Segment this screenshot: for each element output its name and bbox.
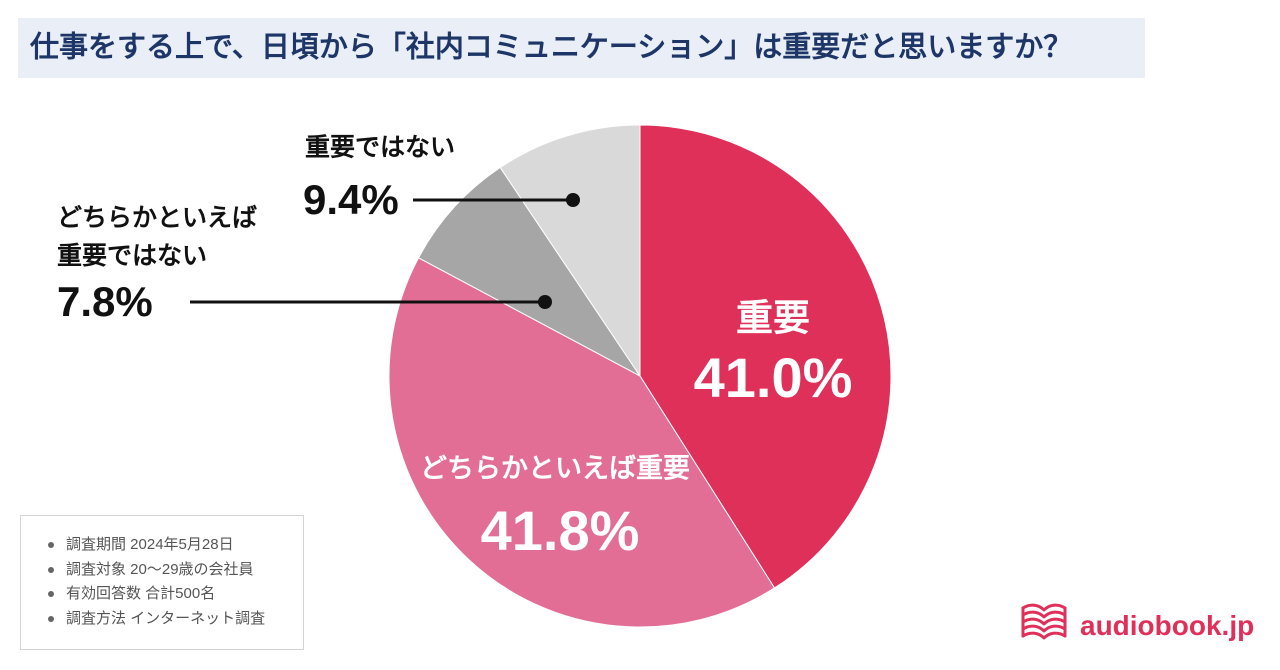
list-item: 有効回答数 合計500名 <box>46 582 265 607</box>
slice-label-important: 重要 <box>736 297 810 339</box>
slice-value-not-important: 9.4% <box>303 176 399 223</box>
pie-slice-not-important <box>499 124 641 378</box>
note-period: 調査期間 2024年5月28日 <box>66 536 234 553</box>
chart-title: 仕事をする上で、日頃から「社内コミュニケーション」は重要だと思いますか？ <box>30 31 1073 64</box>
pie-slice-important <box>639 124 892 589</box>
pie-slice-somewhat-important <box>388 257 776 628</box>
slice-value-important: 41.0% <box>693 346 853 409</box>
slice-label-not-important: 重要ではない <box>305 133 456 162</box>
book-icon <box>1021 603 1067 640</box>
list-item: 調査期間 2024年5月28日 <box>46 533 265 558</box>
leader-dot-somewhat-not-important <box>538 295 552 309</box>
leader-dot-not-important <box>566 193 580 207</box>
slice-value-somewhat-important: 41.8% <box>480 499 640 562</box>
slice-label-somewhat-not-important: どちらかといえば 重要ではない <box>57 204 258 270</box>
title-banner: 仕事をする上で、日頃から「社内コミュニケーション」は重要だと思いますか？ <box>18 18 1145 78</box>
pie-slices <box>388 124 892 628</box>
bullet-icon <box>48 591 54 598</box>
note-method: 調査方法 インターネット調査 <box>66 609 266 627</box>
note-target: 調査対象 20〜29歳の会社員 <box>66 560 254 578</box>
survey-notes-box: 調査期間 2024年5月28日 調査対象 20〜29歳の会社員 有効回答数 合計… <box>20 515 304 650</box>
brand-name: audiobook.jp <box>1080 610 1255 641</box>
list-item: 調査方法 インターネット調査 <box>46 607 265 632</box>
leader-lines <box>190 193 580 309</box>
bullet-icon <box>48 615 54 622</box>
survey-notes-list: 調査期間 2024年5月28日 調査対象 20〜29歳の会社員 有効回答数 合計… <box>46 533 265 631</box>
slice-label-somewhat-important: どちらかといえば重要 <box>420 453 690 484</box>
list-item: 調査対象 20〜29歳の会社員 <box>46 558 265 583</box>
bullet-icon <box>48 542 54 549</box>
note-responses: 有効回答数 合計500名 <box>66 585 216 602</box>
pie-slice-somewhat-not-important <box>417 166 641 377</box>
bullet-icon <box>48 566 54 573</box>
brand-logo: audiobook.jp <box>1020 600 1260 644</box>
slice-value-somewhat-not-important: 7.8% <box>57 278 153 325</box>
